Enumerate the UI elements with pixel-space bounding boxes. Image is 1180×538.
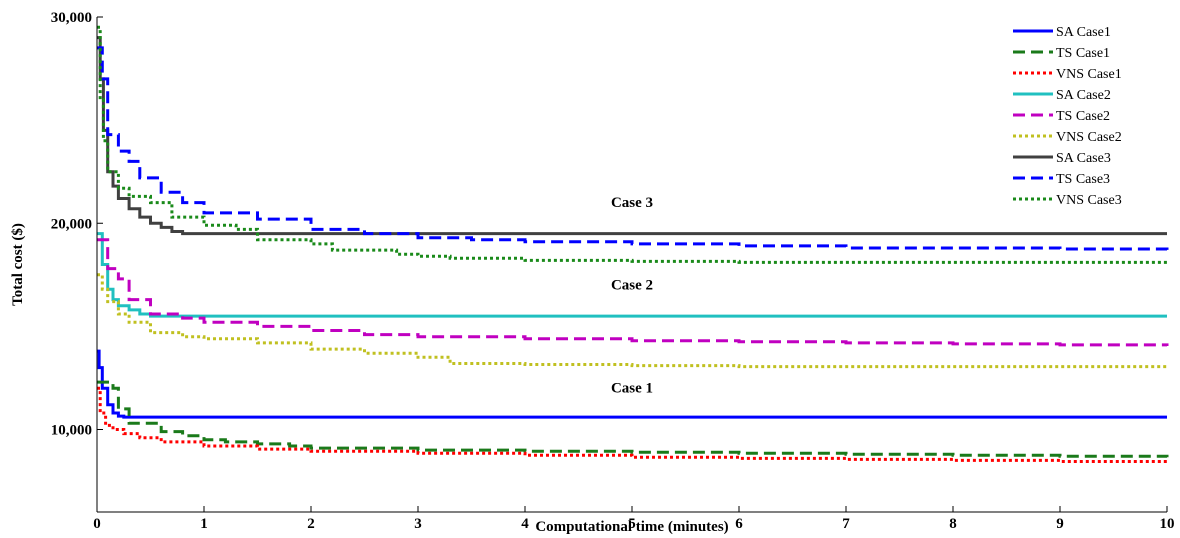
x-tick-label: 4 <box>521 516 529 532</box>
y-axis-label: Total cost ($) <box>10 223 26 306</box>
x-tick-label: 3 <box>414 516 422 532</box>
legend-label: TS Case3 <box>1056 172 1110 187</box>
x-tick-label: 5 <box>628 516 636 532</box>
series-line-9 <box>97 25 1167 264</box>
y-tick-label: 30,000 <box>51 10 92 26</box>
x-tick-label: 2 <box>307 516 315 532</box>
case-annotation: Case 1 <box>611 380 653 396</box>
legend-label: SA Case1 <box>1056 25 1111 40</box>
x-tick-label: 0 <box>93 516 101 532</box>
x-tick-label: 8 <box>949 516 957 532</box>
annotations: Case 3 Case 2 Case 1 <box>611 195 653 397</box>
x-tick-label: 10 <box>1160 516 1175 532</box>
case-annotation: Case 2 <box>611 277 653 293</box>
case-annotation: Case 3 <box>611 195 653 211</box>
axes <box>96 17 1167 513</box>
series-line-8 <box>97 46 1169 251</box>
legend-label: SA Case3 <box>1056 151 1111 166</box>
plot-lines <box>97 25 1169 463</box>
x-tick-label: 1 <box>200 516 208 532</box>
legend-label: VNS Case3 <box>1056 193 1122 208</box>
series-line-4 <box>97 232 1167 318</box>
legend-label: VNS Case2 <box>1056 130 1122 145</box>
x-axis-label: Computational time (minutes) <box>535 519 728 535</box>
series-line-7 <box>97 36 1167 236</box>
series-line-1 <box>97 349 1167 419</box>
legend-label: TS Case2 <box>1056 109 1110 124</box>
legend-label: VNS Case1 <box>1056 67 1122 82</box>
x-tick-label: 7 <box>842 516 850 532</box>
ticks: 0 1 2 3 4 5 6 7 8 9 10 10,000 20,000 30,000 <box>51 10 1175 532</box>
series-line-2 <box>97 380 1169 458</box>
legend-label: SA Case2 <box>1056 88 1111 103</box>
series-line-3 <box>97 386 1169 463</box>
y-tick-label: 10,000 <box>51 423 92 439</box>
legend: SA Case1 TS Case1 VNS Case1 SA Case2 TS Case… <box>1013 25 1122 208</box>
series-line-6 <box>97 273 1169 369</box>
x-tick-label: 9 <box>1056 516 1064 532</box>
series-line-5 <box>97 238 1169 347</box>
x-tick-label: 6 <box>735 516 743 532</box>
legend-label: TS Case1 <box>1056 46 1110 61</box>
y-tick-label: 20,000 <box>51 216 92 232</box>
